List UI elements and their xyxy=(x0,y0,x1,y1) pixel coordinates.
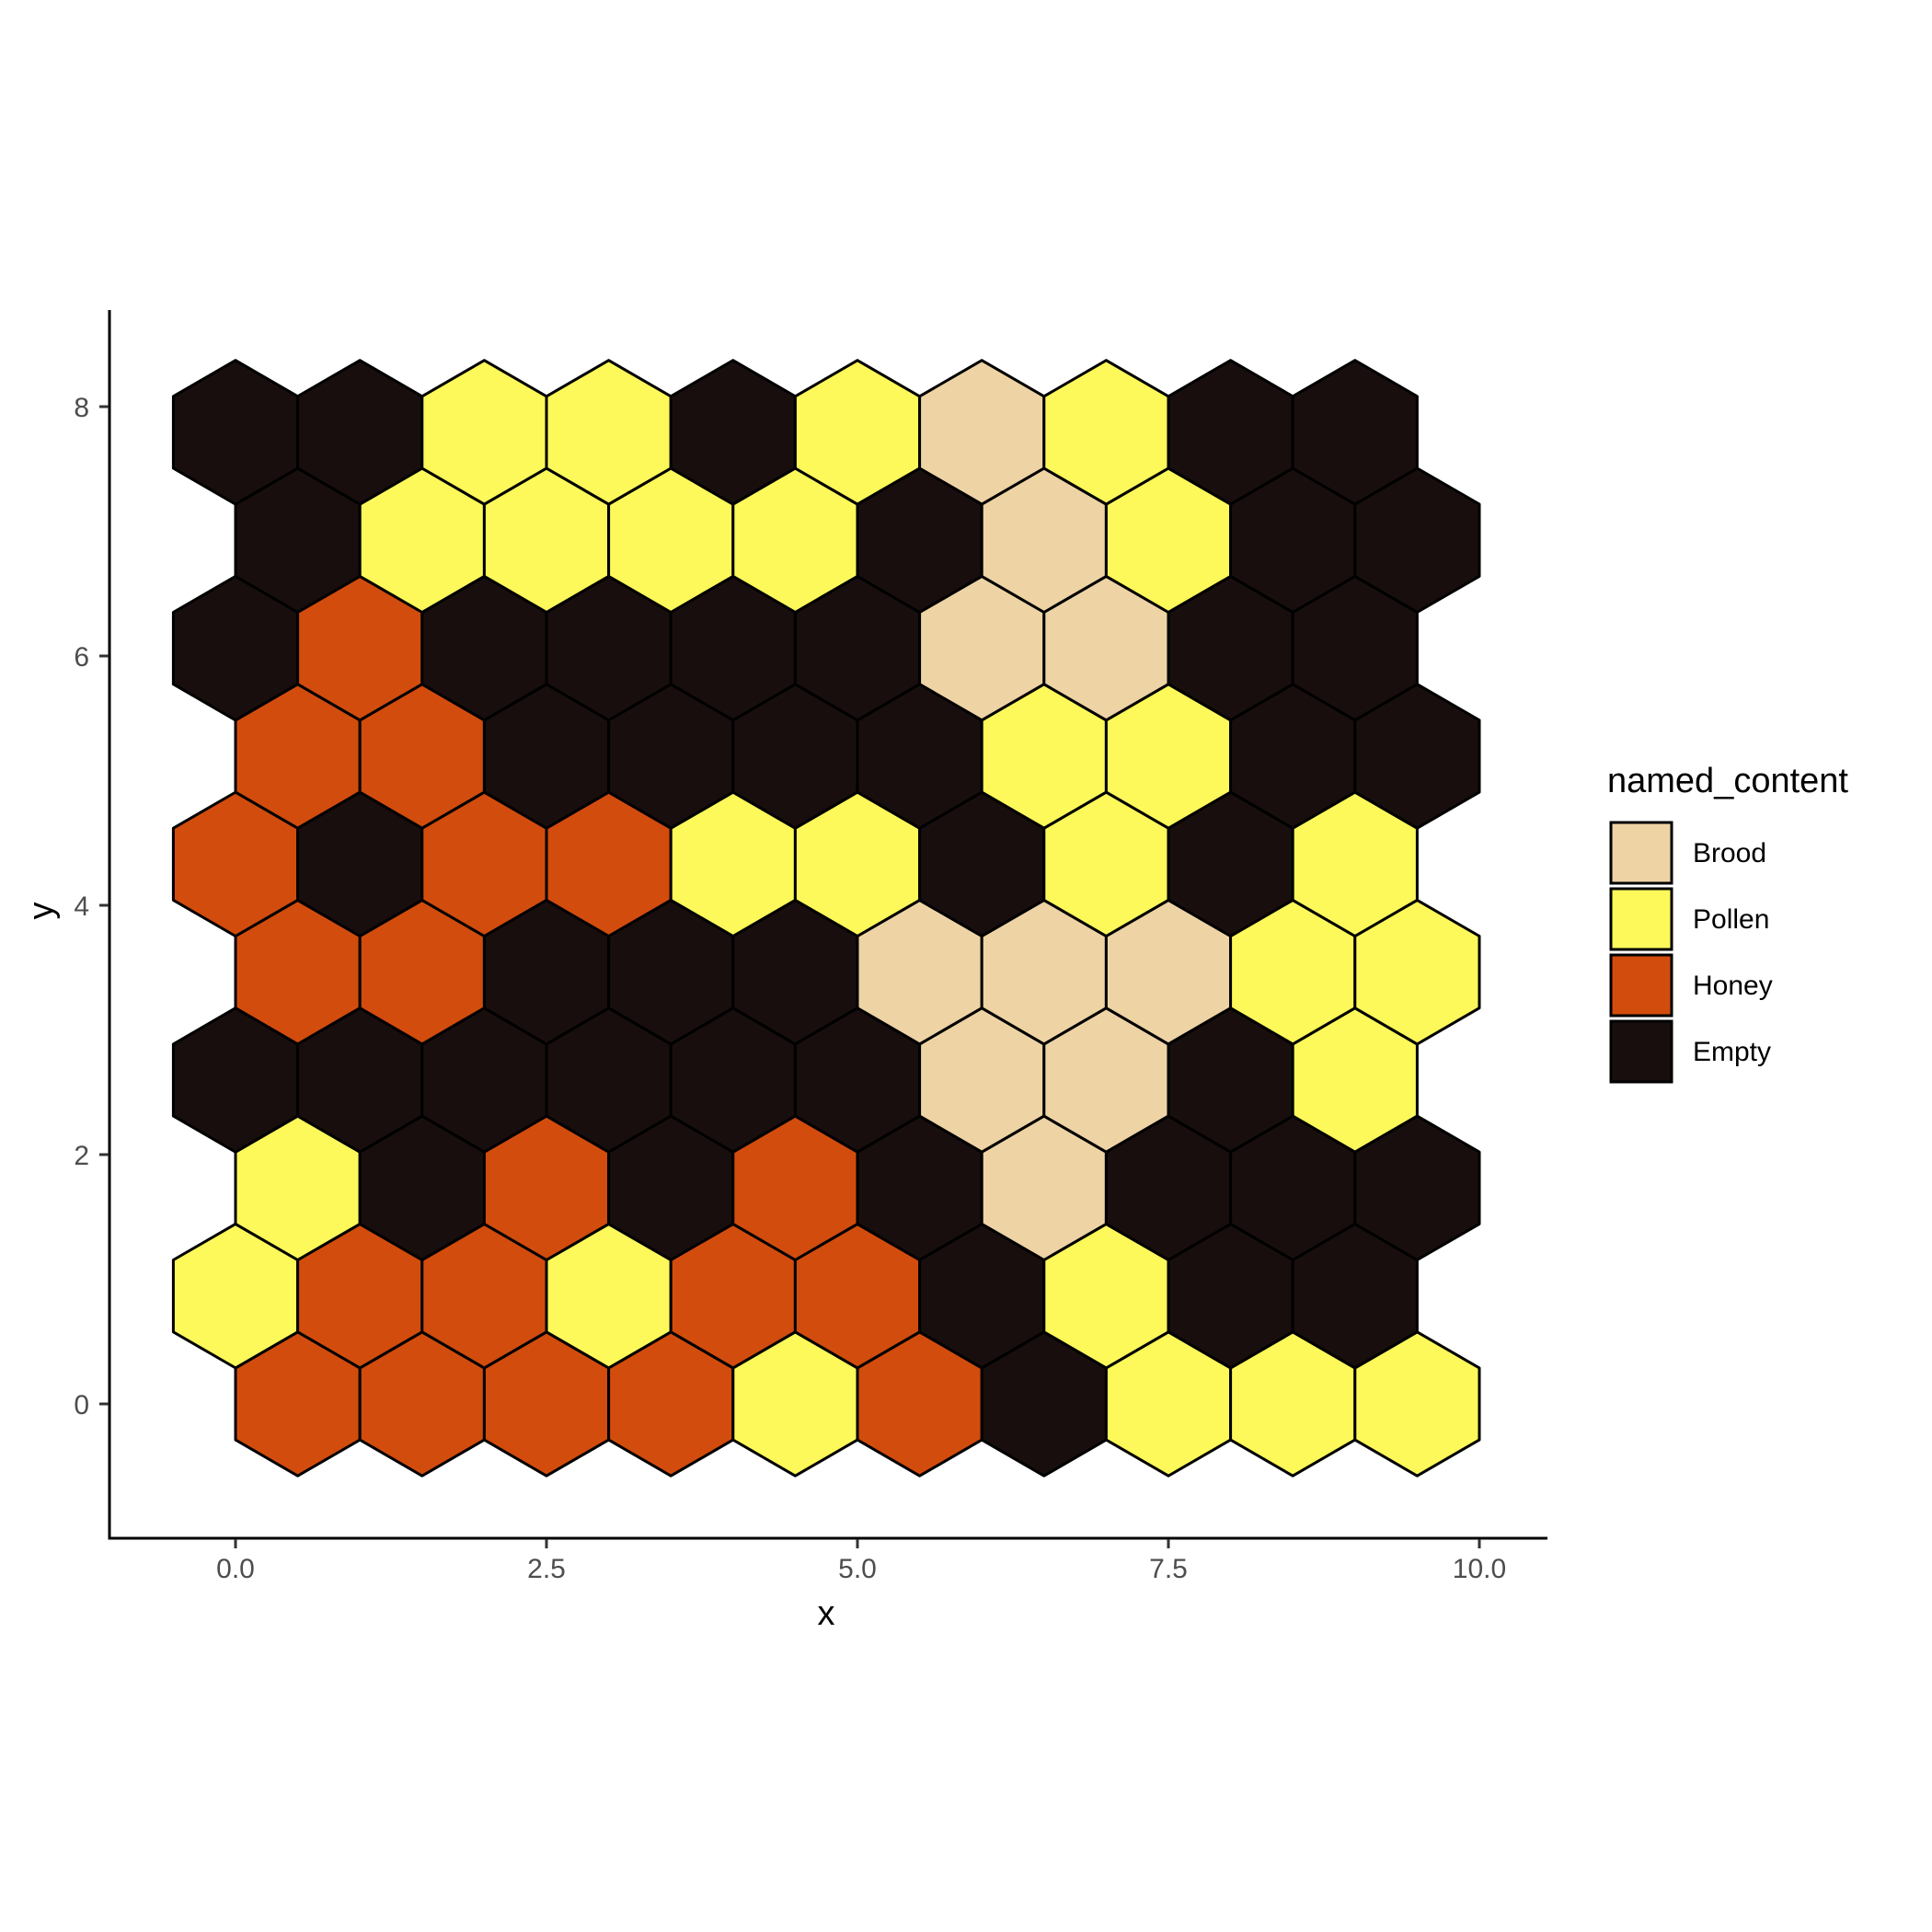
legend-label-brood: Brood xyxy=(1693,838,1766,868)
y-tick-label: 6 xyxy=(74,642,89,673)
legend-label-empty: Empty xyxy=(1693,1037,1771,1067)
x-tick-label: 0.0 xyxy=(216,1554,255,1584)
legend-label-honey: Honey xyxy=(1693,971,1773,1001)
x-tick-label: 7.5 xyxy=(1149,1554,1188,1584)
legend-key-empty xyxy=(1609,1019,1673,1084)
y-axis-title: y xyxy=(22,903,61,920)
x-ticks: 0.0 2.5 5.0 7.5 10.0 xyxy=(216,1539,1506,1584)
hex-cells xyxy=(171,359,1481,1478)
y-ticks: 0 2 4 6 8 xyxy=(74,393,109,1420)
legend-title: named_content xyxy=(1607,762,1848,800)
legend-key-honey xyxy=(1609,953,1673,1018)
legend-keys: Brood Pollen Honey Empty xyxy=(1609,821,1773,1084)
legend-label-pollen: Pollen xyxy=(1693,904,1769,935)
x-tick-label: 10.0 xyxy=(1453,1554,1506,1584)
y-tick-label: 0 xyxy=(74,1390,89,1420)
hex-cell-empty xyxy=(1291,359,1419,506)
legend-key-brood xyxy=(1609,821,1673,885)
y-tick-label: 2 xyxy=(74,1141,89,1171)
axes xyxy=(108,310,1547,1540)
x-tick-label: 5.0 xyxy=(838,1554,877,1584)
x-axis-title: x xyxy=(818,1594,835,1633)
y-tick-label: 8 xyxy=(74,393,89,423)
legend-key-pollen xyxy=(1609,887,1673,951)
x-tick-label: 2.5 xyxy=(527,1554,566,1584)
legend: named_content Brood Pollen Honey Empty xyxy=(1607,762,1848,1084)
y-tick-label: 4 xyxy=(74,891,89,922)
